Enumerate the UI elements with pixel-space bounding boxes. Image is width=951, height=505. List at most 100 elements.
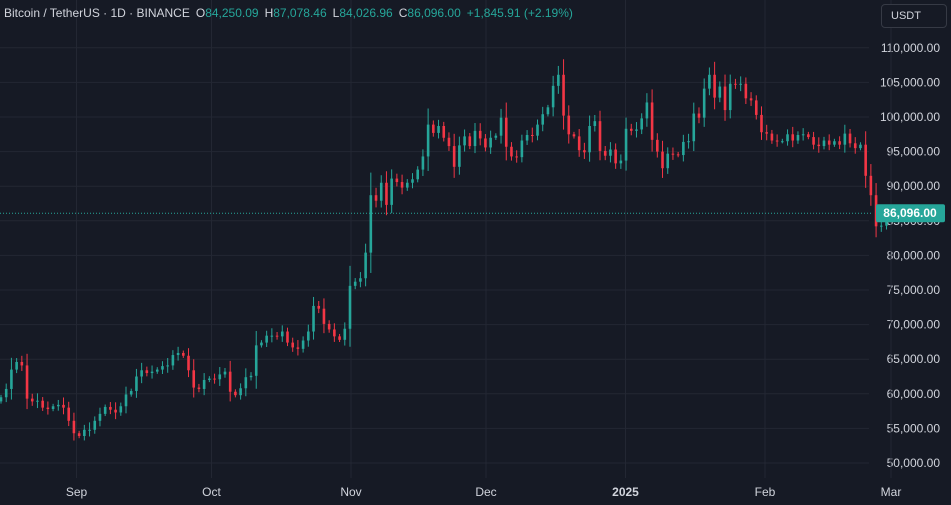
candle-body bbox=[697, 113, 701, 118]
candle-body bbox=[577, 136, 581, 151]
candle-body bbox=[390, 178, 393, 205]
candle-body bbox=[754, 100, 758, 115]
candle-body bbox=[411, 179, 414, 183]
candle-body bbox=[447, 137, 451, 147]
candle-body bbox=[702, 88, 706, 118]
candle-body bbox=[708, 74, 711, 89]
candle-body bbox=[614, 149, 617, 164]
candle-body bbox=[359, 278, 362, 282]
candle-body bbox=[223, 371, 227, 375]
candle-body bbox=[77, 433, 81, 437]
candle-body bbox=[36, 400, 39, 402]
candle-body bbox=[182, 352, 185, 356]
candle-body bbox=[129, 391, 133, 395]
candle-body bbox=[786, 134, 789, 142]
candle-body bbox=[416, 169, 420, 180]
candle-body bbox=[656, 139, 659, 152]
candle-body bbox=[734, 83, 737, 85]
candle-body bbox=[661, 151, 664, 169]
candle-body bbox=[567, 115, 571, 135]
candle-body bbox=[239, 388, 242, 396]
candle-body bbox=[286, 331, 289, 343]
candle-body bbox=[395, 178, 399, 183]
candle-body bbox=[46, 407, 50, 410]
candle-body bbox=[296, 347, 300, 349]
candle-body bbox=[421, 156, 425, 170]
candle-body bbox=[635, 129, 638, 131]
current-price-badge bbox=[876, 204, 945, 223]
candle-body bbox=[572, 134, 576, 137]
candle-body bbox=[20, 361, 24, 366]
candle-body bbox=[728, 83, 732, 111]
candle-body bbox=[536, 124, 539, 136]
candle-body bbox=[739, 83, 742, 85]
candle-body bbox=[213, 378, 216, 380]
candle-body bbox=[838, 141, 841, 145]
candle-body bbox=[504, 117, 508, 147]
candle-body bbox=[56, 404, 60, 407]
candle-body bbox=[765, 132, 768, 134]
x-tick-label: Sep bbox=[66, 485, 88, 499]
candle-body bbox=[67, 407, 71, 421]
candle-body bbox=[41, 400, 44, 408]
candle-body bbox=[187, 355, 190, 371]
candle-body bbox=[760, 114, 763, 133]
x-tick-label: Dec bbox=[475, 485, 496, 499]
candle-body bbox=[817, 144, 821, 147]
candle-body bbox=[83, 429, 86, 437]
candle-body bbox=[25, 365, 29, 399]
candle-body bbox=[176, 352, 180, 356]
y-tick-label: 75,000.00 bbox=[887, 283, 941, 297]
candle-body bbox=[458, 145, 461, 167]
candle-body bbox=[781, 141, 784, 143]
candle-body bbox=[322, 308, 326, 324]
candle-body bbox=[859, 144, 862, 149]
candle-body bbox=[515, 156, 518, 158]
candle-body bbox=[93, 420, 97, 430]
y-tick-label: 55,000.00 bbox=[887, 421, 941, 435]
candle-body bbox=[848, 133, 852, 144]
candle-body bbox=[400, 182, 404, 188]
candle-body bbox=[463, 136, 466, 146]
candle-body bbox=[405, 182, 409, 188]
candle-body bbox=[385, 182, 388, 205]
candle-body bbox=[624, 128, 628, 161]
candle-body bbox=[531, 134, 534, 136]
candle-body bbox=[853, 143, 857, 149]
high-label: H bbox=[264, 6, 274, 20]
candle-body bbox=[124, 394, 128, 407]
candle-body bbox=[0, 397, 3, 402]
candle-body bbox=[208, 378, 211, 380]
candle-body bbox=[640, 118, 643, 130]
candle-body bbox=[843, 133, 847, 145]
candle-body bbox=[833, 141, 836, 145]
candle-body bbox=[166, 365, 169, 367]
candle-body bbox=[228, 371, 232, 392]
candle-body bbox=[348, 285, 352, 329]
candle-body bbox=[822, 140, 826, 147]
candle-body bbox=[343, 328, 347, 340]
candle-body bbox=[10, 369, 13, 389]
candle-body bbox=[619, 160, 623, 164]
x-tick-label: 2025 bbox=[612, 485, 639, 499]
x-tick-label: Feb bbox=[755, 485, 776, 499]
currency-button[interactable]: USDT bbox=[881, 4, 947, 28]
candle-body bbox=[650, 102, 654, 140]
high-value: 87,078.46 bbox=[273, 6, 327, 20]
candle-body bbox=[218, 374, 222, 380]
y-tick-label: 100,000.00 bbox=[880, 110, 940, 124]
candle-body bbox=[775, 140, 779, 142]
candle-body bbox=[562, 74, 565, 116]
candle-body bbox=[525, 134, 529, 141]
candle-body bbox=[140, 370, 143, 377]
candle-body bbox=[338, 336, 341, 340]
candle-body bbox=[671, 153, 675, 155]
candle-body bbox=[353, 281, 357, 286]
change-value: +1,845.91 (+2.19%) bbox=[466, 6, 573, 20]
y-tick-label: 60,000.00 bbox=[887, 387, 941, 401]
candle-body bbox=[593, 121, 597, 126]
candle-body bbox=[119, 406, 123, 413]
